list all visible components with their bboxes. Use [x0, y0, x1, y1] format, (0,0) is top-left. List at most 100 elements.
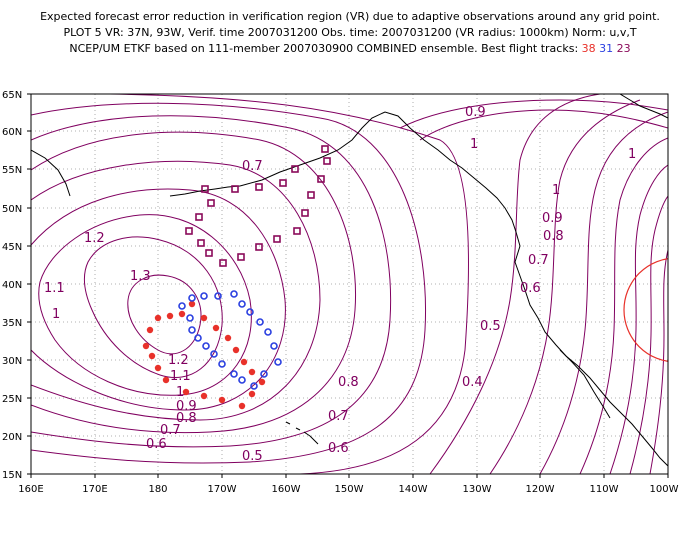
- contour-0-9-west: [31, 160, 321, 421]
- track-23-point: [307, 191, 315, 199]
- track-38-point: [166, 312, 174, 320]
- track-31-point: [238, 300, 246, 308]
- contour-labels: 0.9 1 1 1 0.7 0.9 0.8 1.2 0.7 1.3 0.6 1.…: [44, 105, 636, 464]
- contour-label: 0.5: [242, 449, 263, 464]
- contour-1-0-east: [649, 249, 668, 474]
- track-23-point: [321, 145, 329, 153]
- contour-label: 1: [176, 385, 184, 400]
- lat-label: 25N: [2, 394, 22, 405]
- track-31-point: [210, 350, 218, 358]
- track-31-point: [256, 318, 264, 326]
- lon-label: 120W: [526, 484, 555, 495]
- track-23-point: [293, 227, 301, 235]
- flight-track-23: [185, 145, 331, 267]
- contour-label: 0.7: [160, 423, 181, 438]
- contour-label: 0.8: [176, 411, 197, 426]
- track-31-point: [260, 370, 268, 378]
- track-31-point: [274, 358, 282, 366]
- lon-label: 170W: [208, 484, 237, 495]
- track-23-point: [237, 253, 245, 261]
- track-31-point: [218, 360, 226, 368]
- track-38-point: [154, 314, 162, 322]
- track-23-point: [291, 165, 299, 173]
- track-31-point: [238, 376, 246, 384]
- lat-label: 20N: [2, 432, 22, 443]
- contour-label: 0.8: [543, 229, 564, 244]
- track-23-point: [219, 259, 227, 267]
- track-38-point: [224, 334, 232, 342]
- latitude-labels: 65N 60N 55N 50N 45N 40N 35N 30N 25N 20N …: [2, 90, 22, 481]
- track-38-point: [240, 358, 248, 366]
- track-38-point: [248, 390, 256, 398]
- track-31-point: [200, 292, 208, 300]
- track-31-point: [246, 308, 254, 316]
- track-38-point: [212, 324, 220, 332]
- track-31-label: 31: [599, 42, 614, 55]
- contour-label: 0.6: [146, 437, 167, 452]
- track-23-point: [273, 235, 281, 243]
- track-23-point: [205, 249, 213, 257]
- contour-1-0-west: [31, 188, 286, 411]
- contour-1-0-north: [419, 109, 668, 141]
- lon-label: 140W: [399, 484, 428, 495]
- hawaii: [285, 421, 319, 445]
- longitude-labels: 160E 170E 180 170W 160W 150W 140W 130W 1…: [18, 484, 678, 495]
- track-23-point: [195, 213, 203, 221]
- track-23-point: [323, 157, 331, 165]
- track-38-point: [146, 326, 154, 334]
- lon-label: 180: [148, 484, 167, 495]
- lat-label: 45N: [2, 242, 22, 253]
- contour-label: 0.6: [328, 441, 349, 456]
- contour-label: 1: [552, 183, 560, 198]
- contour-label: 0.9: [465, 105, 486, 120]
- track-38-point: [248, 368, 256, 376]
- contour-1-3: [127, 274, 202, 355]
- track-38-point: [178, 310, 186, 318]
- contour-0-5-east: [489, 99, 641, 474]
- contour-label: 1.1: [170, 369, 191, 384]
- lon-label: 130W: [463, 484, 492, 495]
- contour-0-5-west: [109, 94, 470, 474]
- track-38-label: 38: [581, 42, 596, 55]
- contour-0-9-north: [399, 99, 668, 129]
- contour-label: 1.1: [44, 281, 65, 296]
- contour-0-8-east: [609, 164, 668, 474]
- track-23-point: [197, 239, 205, 247]
- verification-region-circle: [623, 258, 668, 362]
- track-38-point: [200, 392, 208, 400]
- contour-label: 1: [470, 137, 478, 152]
- track-23-point: [201, 185, 209, 193]
- contour-0-7-east: [579, 137, 668, 474]
- contour-label: 0.7: [328, 409, 349, 424]
- track-31-point: [270, 342, 278, 350]
- track-23-label: 23: [616, 42, 631, 55]
- track-38-point: [200, 314, 208, 322]
- contour-label: 0.9: [542, 211, 563, 226]
- contour-label: 0.9: [176, 399, 197, 414]
- track-38-point: [232, 346, 240, 354]
- track-23-point: [207, 199, 215, 207]
- flight-track-38: [142, 300, 266, 410]
- map-title-block: Expected forecast error reduction in ver…: [0, 0, 700, 72]
- track-38-point: [238, 402, 246, 410]
- lon-label: 100W: [650, 484, 679, 495]
- track-23-point: [185, 227, 193, 235]
- lon-label: 110W: [590, 484, 619, 495]
- lat-label: 35N: [2, 318, 22, 329]
- track-31-point: [250, 382, 258, 390]
- lat-label: 40N: [2, 280, 22, 291]
- title-line-3-text: NCEP/UM ETKF based on 111-member 2007030…: [69, 42, 579, 55]
- coast-aleutians: [169, 185, 241, 197]
- track-23-point: [255, 183, 263, 191]
- coast-hudson: [619, 94, 668, 119]
- contour-label: 0.8: [338, 375, 359, 390]
- title-line-1: Expected forecast error reduction in ver…: [40, 10, 660, 23]
- contour-0-6-west: [31, 102, 427, 464]
- lon-label: 170E: [82, 484, 107, 495]
- lat-label: 60N: [2, 127, 22, 138]
- lon-label: 160E: [18, 484, 43, 495]
- contour-0-4: [429, 94, 601, 474]
- track-23-point: [301, 209, 309, 217]
- contour-label: 1.2: [84, 231, 105, 246]
- contour-label: 1: [52, 307, 60, 322]
